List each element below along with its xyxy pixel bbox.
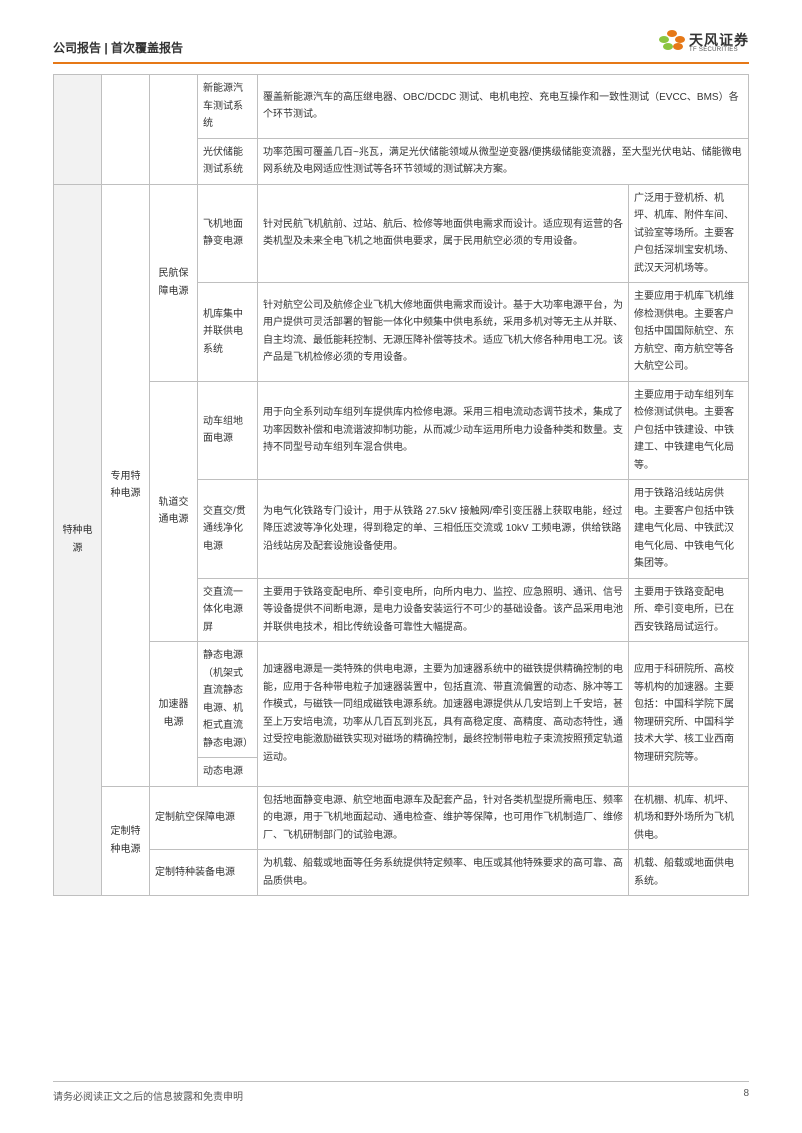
- cell-desc: 加速器电源是一类特殊的供电电源，主要为加速器系统中的磁铁提供精确控制的电能，应用…: [258, 642, 629, 787]
- cell-product: 交直流一体化电源屏: [198, 578, 258, 642]
- cell-application: 应用于科研院所、高校等机构的加速器。主要包括：中国科学院下属物理研究所、中国科学…: [629, 642, 749, 787]
- cell-product: 机库集中并联供电系统: [198, 283, 258, 382]
- cell-application: 主要用于铁路变配电所、牵引变电所，已在西安铁路局试运行。: [629, 578, 749, 642]
- table-row: 轨道交通电源动车组地面电源用于向全系列动车组列车提供库内检修电源。采用三相电流动…: [54, 381, 749, 480]
- cell-product: 静态电源（机架式直流静态电源、机柜式直流静态电源）: [198, 642, 258, 758]
- cell-product: 动车组地面电源: [198, 381, 258, 480]
- cell-product: 新能源汽车测试系统: [198, 75, 258, 139]
- table-row: 定制特种装备电源为机载、船载或地面等任务系统提供特定频率、电压或其他特殊要求的高…: [54, 850, 749, 896]
- table-row: 定制特种电源定制航空保障电源包括地面静变电源、航空地面电源车及配套产品，针对各类…: [54, 786, 749, 850]
- cell-desc: 包括地面静变电源、航空地面电源车及配套产品，针对各类机型提所需电压、频率的电源，…: [258, 786, 629, 850]
- cell-product: 动态电源: [198, 758, 258, 787]
- footer-page-number: 8: [743, 1088, 749, 1103]
- table-row: 新能源汽车测试系统覆盖新能源汽车的高压继电器、OBC/DCDC 测试、电机电控、…: [54, 75, 749, 139]
- cell-category1: 特种电源: [54, 184, 102, 896]
- cell-category3: 民航保障电源: [150, 184, 198, 381]
- cell-product: 飞机地面静变电源: [198, 184, 258, 283]
- cell-category3: 轨道交通电源: [150, 381, 198, 642]
- cell-application: 用于铁路沿线站房供电。主要客户包括中铁建电气化局、中铁武汉电气化局、中铁电气化集…: [629, 480, 749, 579]
- cell-application: 广泛用于登机桥、机坪、机库、附件车间、试验室等场所。主要客户包括深圳宝安机场、武…: [629, 184, 749, 283]
- cell-desc: 为电气化铁路专门设计，用于从铁路 27.5kV 接触网/牵引变压器上获取电能，经…: [258, 480, 629, 579]
- cell-application: 在机棚、机库、机坪、机场和野外场所为飞机供电。: [629, 786, 749, 850]
- cell-application: 主要应用于动车组列车检修测试供电。主要客户包括中铁建设、中铁建工、中铁建电气化局…: [629, 381, 749, 480]
- cell-desc: 为机载、船载或地面等任务系统提供特定频率、电压或其他特殊要求的高可靠、高品质供电…: [258, 850, 629, 896]
- header-logo: 天风证券 TF SECURITIES: [659, 30, 749, 56]
- cell-desc: 针对民航飞机航前、过站、航后、检修等地面供电需求而设计。适应现有运营的各类机型及…: [258, 184, 629, 283]
- table-row: 加速器电源静态电源（机架式直流静态电源、机柜式直流静态电源）加速器电源是一类特殊…: [54, 642, 749, 758]
- cell-blank: [54, 75, 102, 185]
- cell-desc: 覆盖新能源汽车的高压继电器、OBC/DCDC 测试、电机电控、充电互操作和一致性…: [258, 75, 749, 139]
- cell-application: 机载、船载或地面供电系统。: [629, 850, 749, 896]
- cell-product: 交直交/贯通线净化电源: [198, 480, 258, 579]
- footer-disclaimer: 请务必阅读正文之后的信息披露和免责申明: [53, 1088, 243, 1103]
- cell-application: 主要应用于机库飞机维修检测供电。主要客户包括中国国际航空、东方航空、南方航空等各…: [629, 283, 749, 382]
- cell-category2: 定制特种电源: [102, 786, 150, 896]
- cell-category2: 专用特种电源: [102, 184, 150, 786]
- cell-product: 定制航空保障电源: [150, 786, 258, 850]
- cell-desc: 功率范围可覆盖几百~兆瓦，满足光伏储能领域从微型逆变器/便携级储能变流器，至大型…: [258, 138, 749, 184]
- cell-desc: 主要用于铁路变配电所、牵引变电所，向所内电力、监控、应急照明、通讯、信号等设备提…: [258, 578, 629, 642]
- page-footer: 请务必阅读正文之后的信息披露和免责申明 8: [53, 1081, 749, 1103]
- cell-product: 定制特种装备电源: [150, 850, 258, 896]
- page-header: 公司报告 | 首次覆盖报告 天风证券 TF SECURITIES: [53, 30, 749, 64]
- cell-category3: 加速器电源: [150, 642, 198, 787]
- cell-blank: [102, 75, 150, 185]
- cell-desc: 用于向全系列动车组列车提供库内检修电源。采用三相电流动态调节技术，集成了功率因数…: [258, 381, 629, 480]
- cell-blank: [150, 75, 198, 185]
- table-row: 特种电源专用特种电源民航保障电源飞机地面静变电源针对民航飞机航前、过站、航后、检…: [54, 184, 749, 283]
- tf-logo-icon: [659, 30, 685, 56]
- product-table: 新能源汽车测试系统覆盖新能源汽车的高压继电器、OBC/DCDC 测试、电机电控、…: [53, 74, 749, 896]
- cell-product: 光伏储能测试系统: [198, 138, 258, 184]
- cell-desc: 针对航空公司及航修企业飞机大修地面供电需求而设计。基于大功率电源平台，为用户提供…: [258, 283, 629, 382]
- header-breadcrumb: 公司报告 | 首次覆盖报告: [53, 39, 183, 56]
- logo-text-cn: 天风证券: [689, 33, 749, 47]
- logo-text-en: TF SECURITIES: [689, 47, 749, 53]
